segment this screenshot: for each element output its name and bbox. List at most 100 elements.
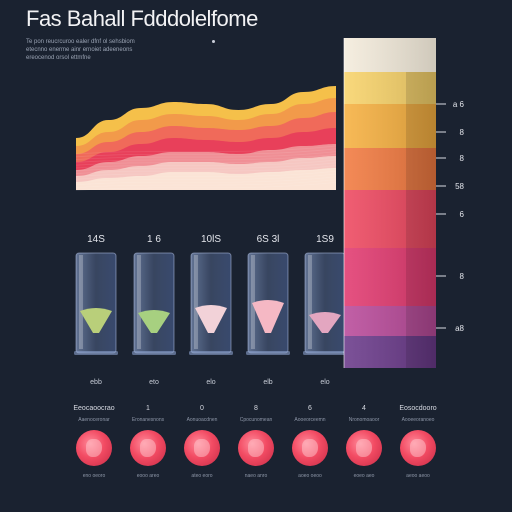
footer-circle-shape [356,439,372,457]
footer-item-head: 8 [254,405,258,412]
tube-base [132,351,176,355]
tube-x-label: elo [206,379,215,386]
footer-item: Eosocdooro Aooeeoranoeo aeoo aeoo [388,404,448,480]
footer-circle-icon [346,430,382,466]
footer-circle-shape [140,439,156,457]
footer-item-desc: Aooeeoranoeo [401,417,435,423]
footer-item-desc: Aaenoceronar [78,417,110,423]
footer-item-foot: eoeo aeo [353,473,375,479]
footer-item-head: Eosocdooro [399,405,437,412]
area-stripe [75,170,337,180]
tube-liquid [195,305,227,333]
footer-circle-icon [130,430,166,466]
footer-item-head: 1 [146,405,150,412]
area-stripe [75,159,337,169]
footer-circle-shape [410,439,426,457]
tube-x-label: eto [149,379,159,386]
area-stripe [75,162,337,172]
area-stripe [75,182,337,191]
tube-x-label: elo [320,379,329,386]
tube-liquid [252,300,284,333]
subtitle-line: etecnno enerme ainr ernoiet adeeneons [26,47,133,53]
area-stripe [75,154,337,163]
tube-value-label: 1S9 [316,234,334,245]
footer-circle-shape [194,439,210,457]
tube-highlight [137,255,141,349]
footer-item: 6 Aooeorceemn aoeo oeoo [280,404,340,480]
chart-title: Fas Bahall Fdddolelfome [26,6,258,31]
footer-circle-icon [292,430,328,466]
area-stripe [75,151,337,160]
footer-item-foot: aoeo oeoo [298,473,322,479]
stack-tick-label: 8 [460,154,465,163]
area-stripe [75,179,337,188]
tube-value-label: 10lS [201,234,221,245]
footer-circle-icon [184,430,220,466]
decorative-dot [212,40,215,43]
subtitle-line: Te pon reucrcuroo ealer dfnf ol sehsbiom [26,39,135,45]
tube-highlight [194,255,198,349]
tube-highlight [79,255,83,349]
footer-item-desc: Aooeorceemn [294,417,326,423]
footer-item-head: 0 [200,405,204,412]
footer-item-desc: Eronanesnons [131,417,165,423]
tube-value-label: 6S 3l [257,234,280,245]
footer-item-desc: Nronomoaoor [348,417,380,423]
tube-liquid [138,310,170,333]
stack-overlay [344,38,436,368]
tube-value-label: 1 6 [147,234,161,245]
footer-item: 8 Cpocunomean naeo anro [226,404,286,480]
footer-item-foot: eno oeoro [82,473,106,479]
footer-item-head: Eeocaoocrao [73,405,115,412]
tube-highlight [251,255,255,349]
tube-base [189,351,233,355]
stack-tick-label: 6 [460,210,465,219]
tube-value-label: 14S [87,234,105,245]
footer-circle-icon [76,430,112,466]
stacked-bar-chart: a 6 8 8 58 6 8 a8 [343,38,465,368]
stack-tick-label: 8 [460,272,465,281]
tube-x-label: ebb [90,379,102,386]
footer-circle-icon [400,430,436,466]
footer-item-foot: aeoo aeoo [406,473,430,479]
footer-item-head: 6 [308,405,312,412]
area-stripe [75,176,337,186]
footer-item-foot: ateo eoro [191,473,213,479]
area-stripe [75,168,337,177]
area-stripe [75,165,337,174]
tube-liquid [309,312,341,333]
tube-highlight [308,255,312,349]
footer-circle-shape [86,439,102,457]
area-stripe [75,148,337,158]
tube-base [74,351,118,355]
footer-circle-shape [302,439,318,457]
footer-item-desc: Cpocunomean [239,417,273,423]
footer-item-foot: naeo anro [244,473,268,479]
tube-base [246,351,290,355]
area-stripe [75,173,337,183]
tube-base [303,351,347,355]
footer-circle-icon [238,430,274,466]
tube-bar-chart: 14S ebb 1 6 eto 10lS elo 6S 3l elb 1S9 elo [74,234,347,386]
tube-liquid [80,308,112,333]
tube-x-label: elb [263,379,272,386]
area-stripe [75,156,337,166]
stack-tick-label: 8 [460,128,465,137]
area-stripe [75,145,337,155]
footer-item-foot: eooo areo [136,473,160,479]
footer-item-head: 4 [362,405,366,412]
footer-row: Eeocaoocrao Aaenoceronar eno oeoro 1 Eronane… [0,404,512,504]
stack-tick-label: 58 [455,182,464,191]
subtitle-line: ereocenod orsol ettmfne [26,55,91,61]
footer-item: Eeocaoocrao Aaenoceronar eno oeoro [64,404,124,480]
footer-item: 1 Eronanesnons eooo areo [118,404,178,480]
stack-tick-label: a8 [455,324,464,333]
stack-tick-label: a 6 [453,100,465,109]
footer-item-desc: Aonuoacdnen [186,417,218,423]
area-chart [75,86,337,191]
footer-circle-shape [248,439,264,457]
footer-item: 4 Nronomoaoor eoeo aeo [334,404,394,480]
footer-item: 0 Aonuoacdnen ateo eoro [172,404,232,480]
chart-subtitle: Te pon reucrcuroo ealer dfnf ol sehsbiom… [26,38,206,62]
